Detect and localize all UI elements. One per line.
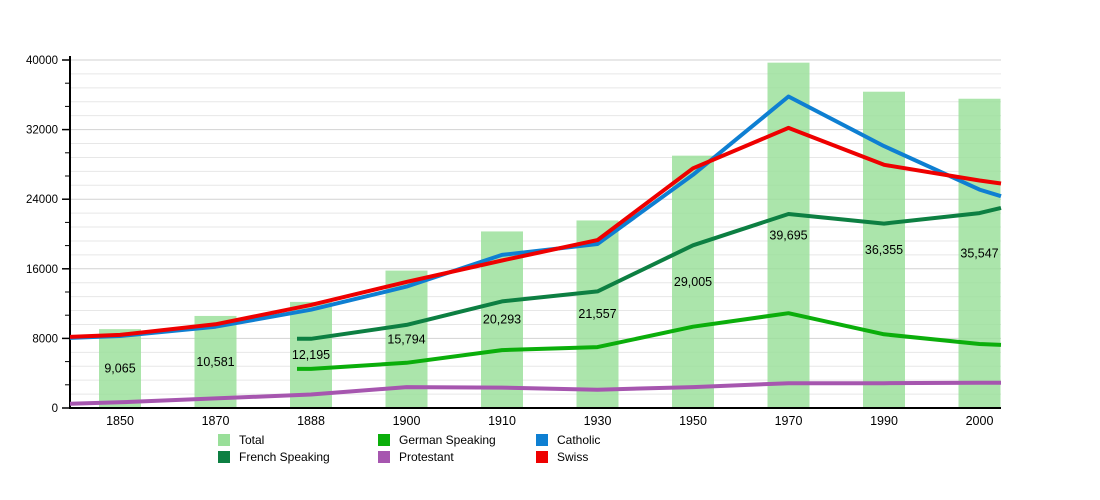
legend-label-french-speaking: French Speaking xyxy=(239,449,330,464)
legend-swatch-catholic xyxy=(536,433,548,446)
legend-swatch-french-speaking xyxy=(218,450,230,463)
legend-label-catholic: Catholic xyxy=(557,432,601,447)
series-line-protestant xyxy=(69,380,1002,406)
x-tick-label-1970: 1970 xyxy=(775,414,803,428)
x-tick-label-1850: 1850 xyxy=(106,414,134,428)
bar-value-label-1970: 39,695 xyxy=(769,228,807,242)
x-tick-label-1930: 1930 xyxy=(584,414,612,428)
x-tick-label-1888: 1888 xyxy=(297,414,325,428)
series-line-french-speaking xyxy=(297,205,1002,341)
bar-1970 xyxy=(767,62,810,408)
bar-1870 xyxy=(194,315,237,408)
legend-label-german-speaking: German Speaking xyxy=(399,432,496,447)
bar-value-label-1888: 12,195 xyxy=(292,348,330,362)
legend-item-protestant: Protestant xyxy=(378,448,536,465)
legend-label-total: Total xyxy=(239,432,265,447)
y-tick-label: 0 xyxy=(52,403,58,415)
bar-value-label-1990: 36,355 xyxy=(865,243,903,257)
chart-legend: Total French Speaking German Speaking Pr… xyxy=(218,431,600,465)
bar-1950 xyxy=(672,155,714,408)
bar-2000 xyxy=(958,98,1001,409)
x-tick-label-1900: 1900 xyxy=(393,414,421,428)
total-bars xyxy=(99,62,1001,409)
legend-label-protestant: Protestant xyxy=(399,449,454,464)
legend-swatch-german-speaking xyxy=(378,433,390,446)
legend-swatch-swiss xyxy=(536,450,548,463)
legend-item-total: Total xyxy=(218,431,378,448)
y-tick-label: 40000 xyxy=(26,55,58,67)
x-tick-label-1950: 1950 xyxy=(679,414,707,428)
x-tick-label-1870: 1870 xyxy=(202,414,230,428)
legend-swatch-protestant xyxy=(378,450,390,463)
series-line-german-speaking xyxy=(297,311,1002,371)
y-tick-label: 24000 xyxy=(26,194,58,206)
legend-item-german-speaking: German Speaking xyxy=(378,431,536,448)
x-tick-label-2000: 2000 xyxy=(966,414,994,428)
bar-value-label-1950: 29,005 xyxy=(674,275,712,289)
bar-value-labels: 9,065 10,581 12,195 15,794 20,293 21,557 29,00… xyxy=(104,228,998,375)
bar-1888 xyxy=(290,301,332,408)
bar-1850 xyxy=(99,329,141,408)
bar-value-label-2000: 35,547 xyxy=(960,246,998,260)
bar-value-label-1870: 10,581 xyxy=(196,355,234,369)
series-line-swiss xyxy=(69,125,1002,339)
legend-item-catholic: Catholic xyxy=(536,431,600,448)
axes: 0 8000 16000 24000 32000 40000 1850 1870 1888 190… xyxy=(26,55,1001,428)
y-tick-label: 16000 xyxy=(26,264,58,276)
bar-value-label-1910: 20,293 xyxy=(483,313,521,327)
legend-item-swiss: Swiss xyxy=(536,448,600,465)
bar-1930 xyxy=(576,220,619,408)
bar-value-label-1930: 21,557 xyxy=(578,307,616,321)
x-tick-label-1910: 1910 xyxy=(488,414,516,428)
legend-item-french-speaking: French Speaking xyxy=(218,448,378,465)
legend-swatch-total xyxy=(218,433,230,446)
bar-1900 xyxy=(385,270,428,408)
y-tick-label: 8000 xyxy=(32,333,58,345)
bar-value-label-1900: 15,794 xyxy=(387,332,425,346)
y-tick-label: 32000 xyxy=(26,125,58,137)
x-tick-label-1990: 1990 xyxy=(870,414,898,428)
legend-label-swiss: Swiss xyxy=(557,449,589,464)
series-line-catholic xyxy=(69,94,1002,340)
gridlines xyxy=(70,59,1001,395)
bar-value-label-1850: 9,065 xyxy=(104,362,135,376)
